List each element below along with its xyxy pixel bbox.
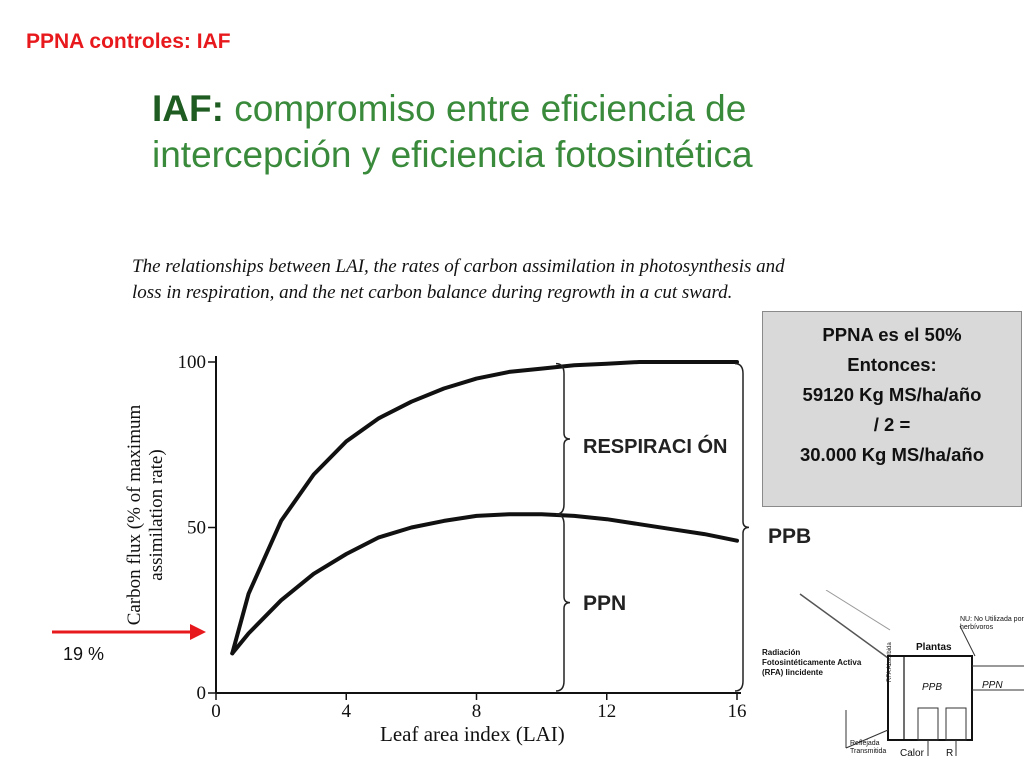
info-line: PPNA es el 50% [763,320,1021,350]
x-tick-label: 12 [597,701,616,722]
ppn-diagram-text: PPN [982,680,1003,691]
x-axis-label: Leaf area index (LAI) [380,722,565,747]
info-line: 30.000 Kg MS/ha/año [763,440,1021,470]
x-tick-label: 4 [342,701,352,722]
y-tick-label: 100 [178,352,207,373]
reflected-text: Reflejada Transmitida [850,740,900,756]
y-tick-label: 50 [187,518,206,539]
info-line: 59120 Kg MS/ha/año [763,380,1021,410]
respiration-label: RESPIRACI ÓN [583,432,733,462]
ppb-bracket [735,364,749,691]
arrow-head [190,624,206,640]
radiation-text: Radiación Fotosintéticamente Activa (RFA… [762,648,872,678]
x-tick-label: 8 [472,701,482,722]
y-tick-label: 0 [197,683,207,704]
chart-series [232,362,737,653]
series-line-0 [232,362,737,653]
respiration-bracket [556,364,570,515]
plants-text: Plantas [916,642,952,653]
info-box: PPNA es el 50% Entonces: 59120 Kg MS/ha/… [762,311,1022,507]
percent-label: 19 % [63,644,104,665]
ppn-label: PPN [583,592,626,616]
ppn-bracket [556,514,570,691]
not-used-text: NU: No Utilizada por herbívoros [960,616,1024,632]
series-line-1 [232,514,737,653]
info-line: Entonces: [763,350,1021,380]
x-tick-label: 16 [728,701,747,722]
heat-text: Calor [900,748,924,759]
absorbed-text: RFA Absorbida [887,642,893,682]
chart-axes [216,356,741,693]
ppb-diagram-text: PPB [922,682,942,693]
ppb-label: PPB [768,525,811,549]
x-tick-label: 0 [211,701,221,722]
info-line: / 2 = [763,410,1021,440]
chart-ticks: 0 4 8 12 16 0 50 100 [178,352,747,722]
y-axis-label: Carbon flux (% of maximum assimilation r… [124,375,168,655]
energy-diagram: Radiación Fotosintéticamente Activa (RFA… [760,590,1024,768]
r-text: R [946,748,953,759]
